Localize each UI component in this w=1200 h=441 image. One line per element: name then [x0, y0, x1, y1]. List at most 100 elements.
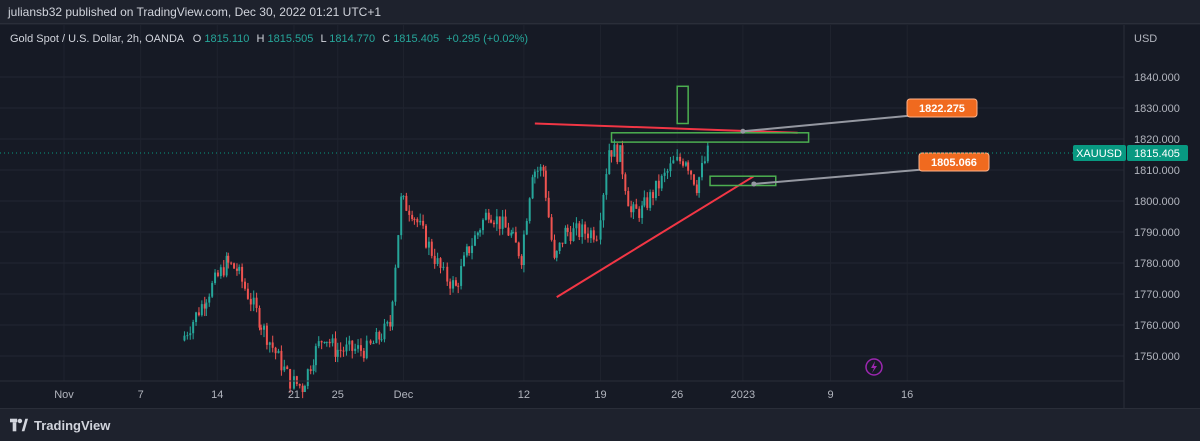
- last-price-value: 1815.405: [1134, 148, 1180, 160]
- candle-body: [555, 251, 558, 258]
- candle-body: [235, 268, 238, 271]
- candle-body: [682, 161, 684, 166]
- candle-body: [357, 345, 360, 349]
- time-axis[interactable]: Nov 7 14 21 25 Dec 12 19 26 2023 9 16: [0, 380, 1124, 401]
- symbol-legend: Gold Spot / U.S. Dollar, 2h, OANDA O 181…: [10, 33, 528, 45]
- candle-body: [365, 340, 368, 359]
- candle-body: [238, 266, 241, 271]
- candle-body: [380, 339, 383, 341]
- candle-body: [325, 341, 328, 343]
- resistance-trendline[interactable]: [534, 122, 798, 134]
- candle-body: [703, 161, 706, 164]
- candle-body: [252, 297, 255, 305]
- upper-price-callout-box[interactable]: [906, 98, 978, 118]
- price-zone-rectangle[interactable]: [709, 175, 777, 187]
- candle-body: [359, 345, 362, 351]
- candle-body: [627, 191, 630, 207]
- candle-body: [286, 366, 289, 370]
- candle-body: [544, 170, 547, 198]
- candle-body: [487, 212, 490, 220]
- candle-body: [679, 156, 682, 162]
- price-tick-label: 1760.000: [1134, 320, 1180, 332]
- lower-price-callout-box[interactable]: [918, 152, 990, 172]
- candle-body: [227, 255, 230, 263]
- candle-body: [520, 256, 523, 266]
- candle-body: [605, 174, 608, 195]
- candle-body: [616, 144, 619, 162]
- candle-body: [422, 220, 425, 226]
- candle-body: [484, 212, 487, 220]
- published-header: juliansb32 published on TradingView.com,…: [0, 0, 1200, 24]
- candle-body: [504, 216, 507, 228]
- candle-body: [334, 338, 337, 357]
- candle-body: [345, 344, 348, 352]
- time-tick-label: 16: [901, 389, 913, 401]
- candle-body: [230, 262, 233, 264]
- candle-body: [599, 220, 602, 240]
- candle-body: [260, 327, 263, 330]
- candle-body: [271, 342, 274, 348]
- candle-body: [258, 307, 261, 328]
- candle-body: [289, 369, 292, 389]
- chart-area[interactable]: 1822.275 1805.066 Gold Spot / U.S. Dollar…: [0, 25, 1200, 408]
- candle-body: [542, 166, 545, 171]
- candle-body: [501, 216, 504, 229]
- support-trendline[interactable]: [556, 175, 755, 298]
- tradingview-logo-icon: [10, 418, 28, 432]
- candle-body: [192, 322, 195, 334]
- candle-body: [189, 333, 192, 336]
- upper-price-callout-pointer: [742, 114, 918, 133]
- candle-body: [632, 204, 635, 213]
- candle-body: [698, 177, 701, 194]
- candle-body: [687, 162, 690, 171]
- candle-body: [660, 175, 663, 189]
- upper-price-callout-anchor: [740, 128, 746, 134]
- price-zone-rectangle[interactable]: [676, 85, 689, 125]
- price-chart[interactable]: 1822.275 1805.066 Gold Spot / U.S. Dollar…: [0, 25, 1200, 408]
- time-tick-label: 7: [138, 389, 144, 401]
- candle-body: [336, 349, 339, 357]
- candle-body: [391, 301, 394, 327]
- candle-body: [581, 224, 584, 238]
- candle-body: [446, 266, 449, 282]
- symbol-description: Gold Spot / U.S. Dollar, 2h, OANDA: [10, 33, 185, 45]
- candle-body: [684, 162, 687, 166]
- candle-body: [654, 180, 657, 199]
- price-zone-rectangle[interactable]: [610, 132, 810, 143]
- candle-body: [490, 219, 493, 223]
- candle-body: [225, 255, 228, 276]
- candle-body: [197, 312, 200, 316]
- candle-body: [471, 245, 474, 254]
- candle-body: [378, 331, 381, 340]
- candle-body: [205, 302, 208, 309]
- candle-body: [589, 230, 592, 239]
- candle-body: [222, 267, 225, 276]
- candle-body: [468, 246, 471, 254]
- lightning-icon[interactable]: [865, 358, 883, 376]
- candle-body: [375, 331, 378, 344]
- last-price-symbol: XAUUSD: [1076, 148, 1122, 160]
- candle-body: [492, 222, 495, 225]
- candle-body: [419, 220, 422, 223]
- candle-body: [592, 230, 595, 240]
- tradingview-brand[interactable]: TradingView: [10, 416, 110, 434]
- candle-body: [246, 288, 249, 299]
- candle-body: [405, 195, 408, 211]
- brand-name: TradingView: [34, 417, 111, 433]
- price-tick-label: 1770.000: [1134, 289, 1180, 301]
- candle-body: [663, 172, 666, 176]
- candle-body: [602, 194, 605, 221]
- footer-bar: TradingView: [0, 408, 1200, 441]
- candle-body: [695, 184, 698, 194]
- candle-body: [457, 285, 460, 287]
- candle-body: [433, 255, 436, 264]
- candle-body: [255, 297, 258, 308]
- drawings[interactable]: 1822.275 1805.066: [534, 85, 990, 298]
- candle-body: [463, 255, 465, 267]
- candle-body: [452, 280, 455, 289]
- candle-body: [666, 171, 669, 173]
- price-tick-label: 1820.000: [1134, 134, 1180, 146]
- candle-body: [641, 205, 644, 218]
- price-axis[interactable]: USD 1840.000 1830.000 1820.000 1810.000 1800…: [1123, 25, 1180, 408]
- candle-body: [595, 239, 598, 241]
